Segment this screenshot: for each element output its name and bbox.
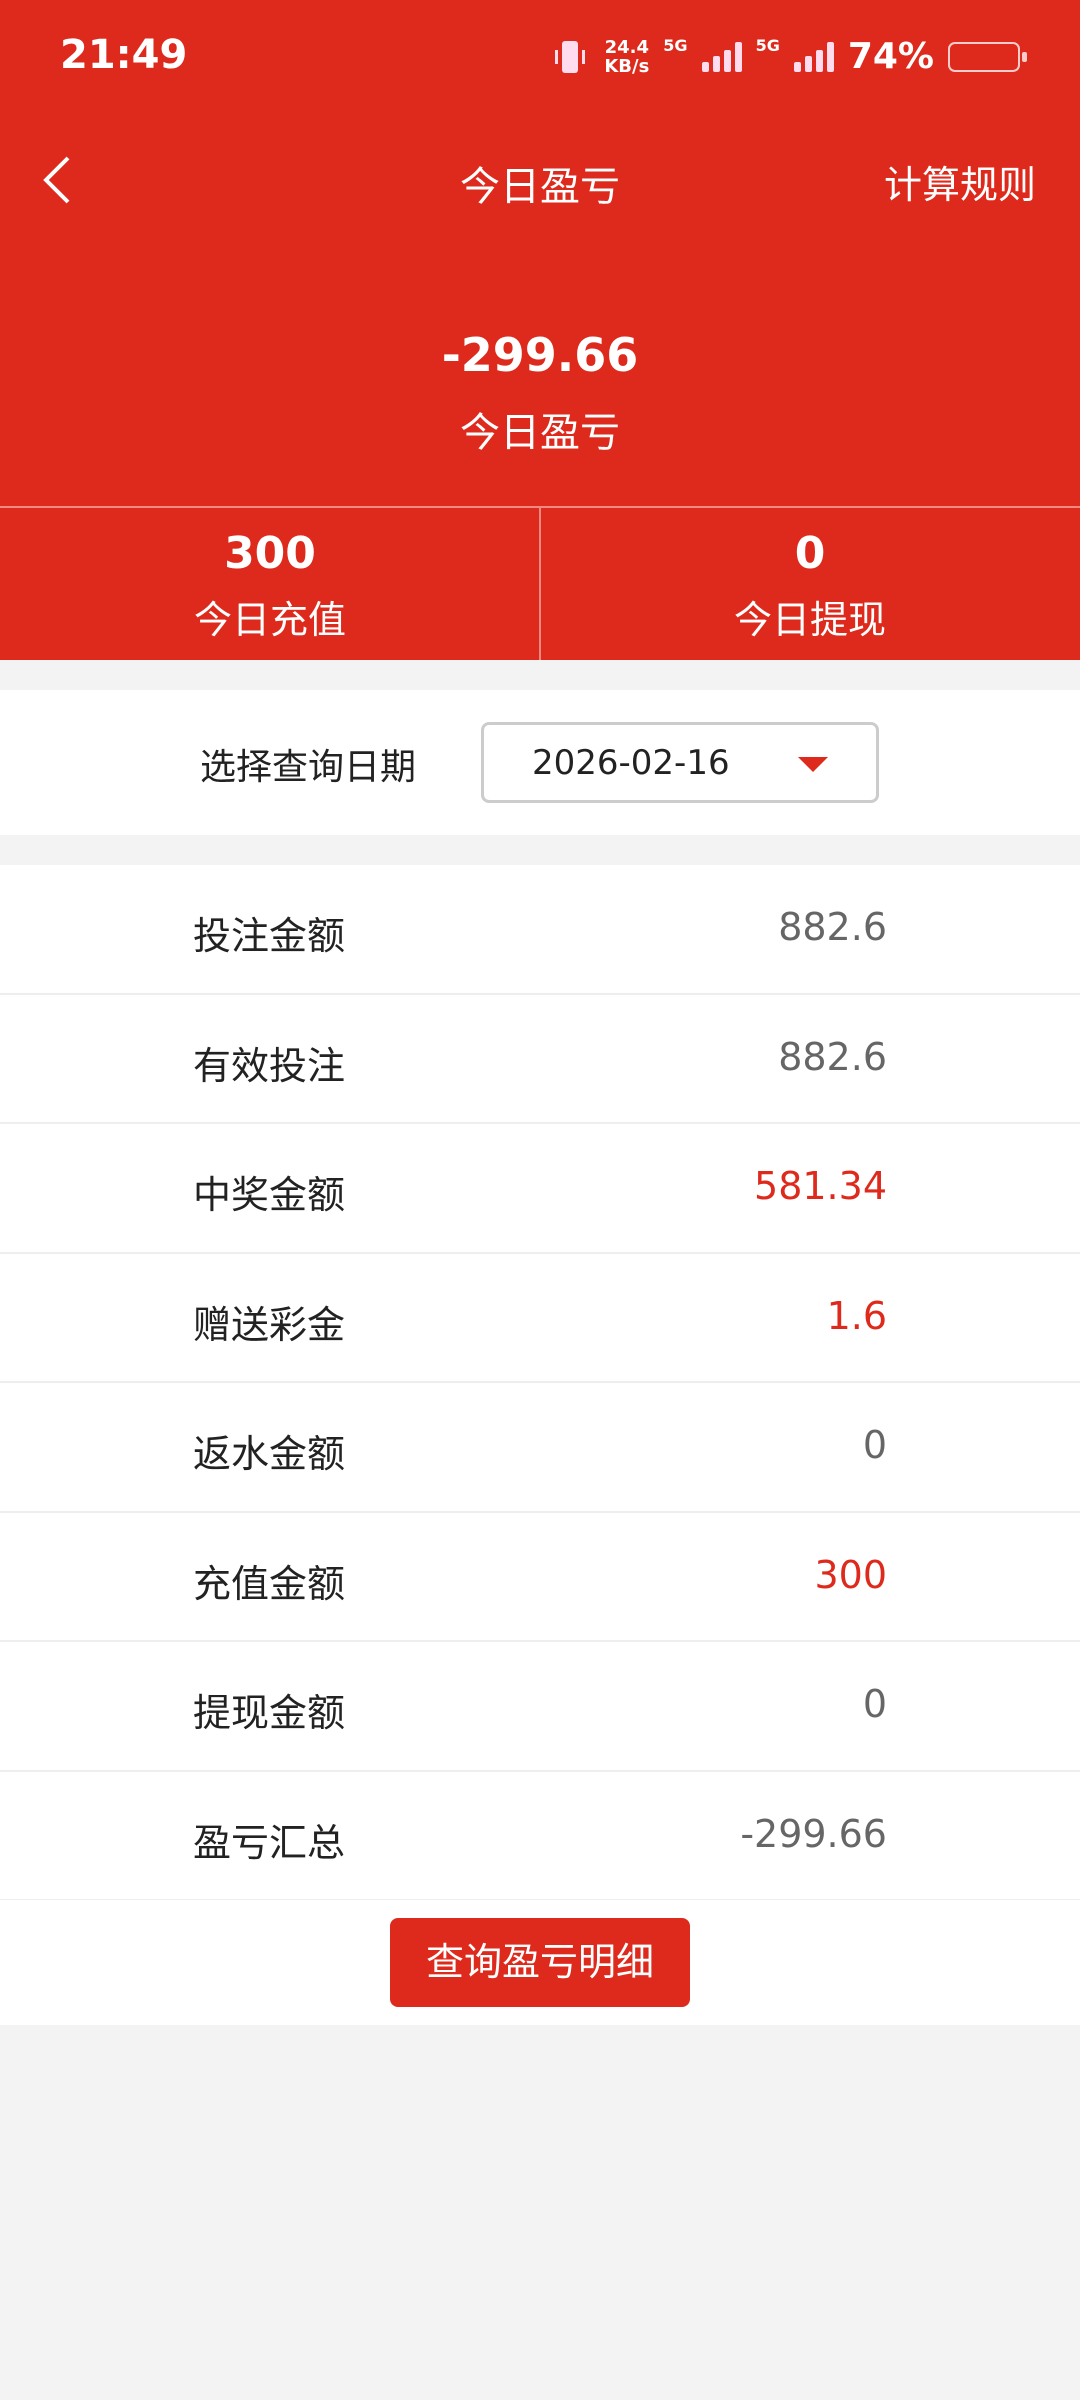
list-item: 返水金额 0	[0, 1383, 1080, 1513]
battery-icon	[948, 41, 1027, 72]
net-speed: 24.4 KB/s	[604, 36, 650, 77]
item-label: 盈亏汇总	[193, 1820, 346, 1865]
item-value: 300	[814, 1552, 887, 1597]
signal-icon	[701, 41, 742, 72]
item-label: 赠送彩金	[193, 1302, 346, 1347]
item-label: 提现金额	[193, 1691, 346, 1735]
item-value: 882.6	[778, 1034, 887, 1079]
list-item: 赠送彩金 1.6	[0, 1254, 1080, 1383]
status-time: 21:49	[60, 32, 188, 78]
calculation-rules-link[interactable]: 计算规则	[883, 163, 1036, 207]
item-value: 0	[862, 1423, 887, 1467]
item-label: 充值金额	[193, 1561, 346, 1606]
item-value: -299.66	[740, 1811, 887, 1856]
header-panel: 21:49 24.4 KB/s 5G 5G 74% 今日盈亏 计算规则 -299.…	[0, 0, 1080, 660]
date-select[interactable]: 2026-02-16	[481, 722, 879, 803]
list-item: 中奖金额 581.34	[0, 1124, 1080, 1254]
list-item: 提现金额 0	[0, 1642, 1080, 1772]
list-item: 有效投注 882.6	[0, 995, 1080, 1124]
status-bar: 21:49 24.4 KB/s 5G 5G 74%	[0, 30, 1080, 90]
item-label: 返水金额	[193, 1432, 346, 1476]
stat-label: 今日充值	[193, 598, 346, 642]
divider	[539, 508, 541, 660]
query-details-button[interactable]: 查询盈亏明细	[390, 1918, 690, 2007]
list-item: 充值金额 300	[0, 1513, 1080, 1642]
stat-label: 今日提现	[733, 598, 886, 642]
item-value: 882.6	[778, 905, 887, 949]
date-label: 选择查询日期	[200, 747, 417, 788]
battery-percent: 74%	[847, 36, 934, 77]
nav-bar: 今日盈亏 计算规则	[0, 140, 1080, 220]
summary-list: 投注金额 882.6 有效投注 882.6 中奖金额 581.34 赠送彩金 1.6 返水金额 0…	[0, 865, 1080, 1901]
stat-withdraw: 0 今日提现	[540, 508, 1080, 660]
date-filter: 选择查询日期 2026-02-16	[0, 690, 1080, 835]
page-title: 今日盈亏	[460, 164, 620, 210]
sim1-type: 5G	[663, 36, 688, 55]
stat-value: 0	[794, 528, 826, 579]
button-area: 查询盈亏明细	[0, 1900, 1080, 2025]
stat-value: 300	[224, 528, 316, 579]
item-label: 中奖金额	[193, 1173, 346, 1217]
today-profit-label: 今日盈亏	[460, 410, 620, 456]
list-item: 盈亏汇总 -299.66	[0, 1772, 1080, 1901]
item-label: 有效投注	[193, 1043, 346, 1088]
sim2-type: 5G	[755, 36, 780, 55]
today-profit-value: -299.66	[441, 328, 639, 382]
divider	[0, 506, 1080, 508]
date-value: 2026-02-16	[532, 743, 730, 783]
item-label: 投注金额	[193, 914, 346, 958]
vibrate-icon	[555, 40, 586, 73]
stat-deposit: 300 今日充值	[0, 508, 540, 660]
signal-icon	[793, 41, 834, 72]
list-item: 投注金额 882.6	[0, 865, 1080, 995]
caret-down-icon	[798, 757, 828, 772]
chevron-left-icon[interactable]	[40, 150, 80, 210]
item-value: 581.34	[754, 1164, 887, 1208]
item-value: 0	[862, 1682, 887, 1726]
item-value: 1.6	[826, 1293, 887, 1338]
